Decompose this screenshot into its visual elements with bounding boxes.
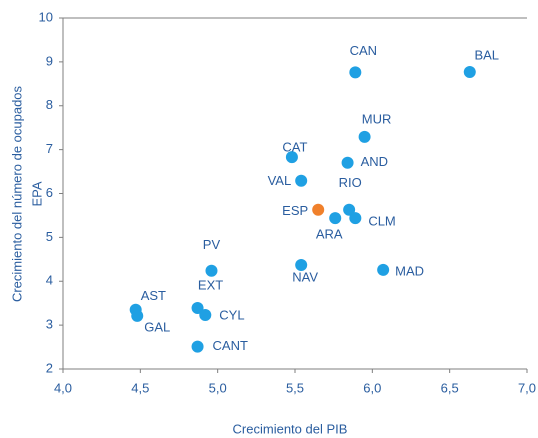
x-tick-label: 5,5	[286, 380, 304, 395]
point	[191, 340, 204, 353]
point-label: ARA	[316, 227, 343, 242]
y-tick-label: 5	[46, 229, 53, 244]
point	[285, 151, 298, 164]
point-label: CANT	[213, 338, 248, 353]
point	[199, 309, 212, 322]
point-label: EXT	[198, 277, 223, 292]
y-tick-label: 4	[46, 273, 53, 288]
point	[295, 259, 308, 272]
point-label: GAL	[144, 319, 170, 334]
point-label: CLM	[368, 214, 395, 229]
point	[343, 203, 356, 216]
point	[312, 203, 325, 216]
point-label: MUR	[362, 111, 392, 126]
point-label: CAN	[350, 43, 377, 58]
y-tick-label: 2	[46, 360, 53, 375]
point-label: BAL	[474, 47, 499, 62]
point-label: AST	[141, 288, 166, 303]
x-tick-label: 7,0	[518, 380, 536, 395]
y-tick-label: 8	[46, 97, 53, 112]
point	[131, 309, 144, 322]
point	[295, 174, 308, 187]
y-tick-label: 9	[46, 53, 53, 68]
x-tick-label: 4,5	[131, 380, 149, 395]
point-label: MAD	[395, 263, 424, 278]
point	[205, 264, 218, 277]
point-label: PV	[203, 237, 221, 252]
y-tick-label: 7	[46, 141, 53, 156]
point	[191, 302, 204, 315]
point	[358, 130, 371, 143]
y-tick-label: 3	[46, 317, 53, 332]
point	[329, 212, 342, 225]
y-axis-label: EPA	[29, 181, 44, 206]
point	[463, 65, 476, 78]
point-label: NAV	[292, 269, 318, 284]
x-tick-label: 6,0	[363, 380, 381, 395]
point-label: RIO	[339, 175, 362, 190]
x-tick-label: 6,5	[441, 380, 459, 395]
y-tick-label: 10	[39, 9, 53, 24]
point	[349, 212, 362, 225]
point-label: CYL	[219, 307, 244, 322]
y-tick-label: 6	[46, 185, 53, 200]
point	[349, 66, 362, 79]
point	[377, 263, 390, 276]
x-tick-label: 4,0	[54, 380, 72, 395]
point-label: CAT	[282, 140, 307, 155]
point	[341, 156, 354, 169]
point-label: AND	[361, 154, 388, 169]
point-label: ESP	[282, 203, 308, 218]
y-axis-label: Crecimiento del número de ocupados	[9, 85, 24, 302]
x-tick-label: 5,0	[209, 380, 227, 395]
point-label: VAL	[268, 173, 292, 188]
x-axis-label: Crecimiento del PIB	[233, 421, 348, 436]
